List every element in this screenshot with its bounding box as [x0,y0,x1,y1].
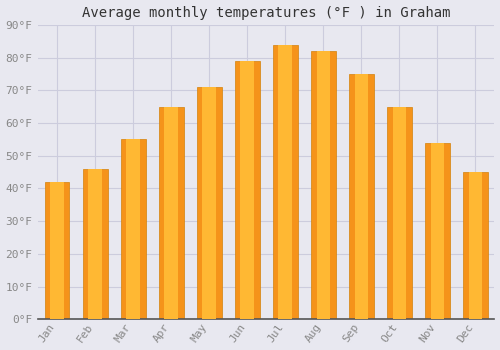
Bar [159,107,184,319]
Bar [121,139,146,319]
Bar [425,143,450,319]
Bar [45,182,70,319]
Bar [240,61,254,319]
Bar [278,44,292,319]
Bar [83,169,108,319]
Bar [316,51,330,319]
Bar [354,74,368,319]
Bar [164,107,178,319]
Bar [311,51,336,319]
Bar [430,143,444,319]
Bar [50,182,64,319]
Bar [235,61,260,319]
Bar [463,172,488,319]
Bar [126,139,140,319]
Bar [387,107,411,319]
Bar [273,44,297,319]
Bar [392,107,406,319]
Bar [349,74,374,319]
Bar [202,87,216,319]
Bar [468,172,482,319]
Bar [197,87,222,319]
Bar [88,169,102,319]
Title: Average monthly temperatures (°F ) in Graham: Average monthly temperatures (°F ) in Gr… [82,6,450,20]
